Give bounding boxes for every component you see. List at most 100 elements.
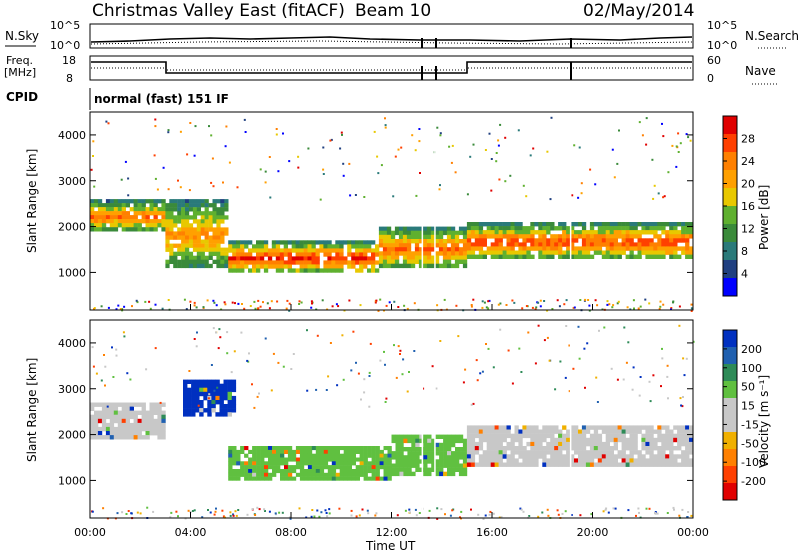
heatmap-cell [101, 219, 107, 224]
heatmap-speck [534, 362, 537, 365]
heatmap-cell [399, 471, 404, 477]
heatmap-cell [442, 243, 448, 248]
heatmap-cell [601, 441, 607, 447]
heatmap-cell [259, 248, 265, 253]
heatmap-cell [498, 441, 503, 447]
heatmap-speck [671, 144, 674, 147]
heatmap-cell [605, 454, 610, 459]
heatmap-cell [621, 226, 626, 231]
heatmap-cell [427, 451, 432, 456]
heatmap-cell [402, 243, 408, 248]
heatmap-speck [363, 391, 366, 394]
heatmap-cell [581, 250, 587, 255]
heatmap-cell [227, 379, 232, 384]
heatmap-speck [379, 359, 382, 362]
heatmap-cell [474, 242, 480, 247]
heatmap-cell [195, 383, 200, 389]
heatmap-cell [649, 222, 654, 227]
heatmap-cell [406, 263, 412, 269]
heatmap-cell [434, 263, 440, 269]
heatmap-cell [542, 246, 547, 251]
heatmap-cell [363, 260, 368, 265]
heatmap-cell [562, 238, 567, 243]
heatmap-cell [466, 238, 472, 243]
heatmap-cell [224, 263, 229, 269]
heatmap-cell [510, 250, 515, 255]
heatmap-cell [669, 222, 674, 227]
heatmap-cell [280, 476, 285, 481]
heatmap-cell [252, 446, 257, 451]
heatmap-speck [307, 147, 310, 150]
heatmap-cell [275, 268, 281, 273]
heatmap-speck [221, 509, 224, 512]
heatmap-cell [593, 234, 599, 239]
heatmap-cell [566, 446, 571, 451]
heatmap-cell [566, 441, 571, 447]
heatmap-speck [186, 153, 189, 156]
heatmap-cell [295, 244, 300, 249]
heatmap-cell [458, 247, 464, 252]
heatmap-cell [211, 383, 216, 389]
heatmap-cell [228, 449, 233, 454]
heatmap-cell [232, 240, 237, 245]
heatmap-cell [518, 446, 523, 451]
heatmap-cell [570, 238, 575, 243]
heatmap-cell [188, 215, 194, 220]
heatmap-cell [443, 451, 448, 456]
heatmap-cell [390, 263, 396, 269]
heatmap-cell [240, 469, 245, 474]
heatmap-cell [526, 234, 531, 239]
heatmap-cell [181, 255, 186, 260]
heatmap-cell [327, 248, 332, 253]
heatmap-speck [177, 179, 179, 182]
heatmap-speck [241, 303, 243, 305]
heatmap-cell [601, 230, 607, 235]
heatmap-cell [482, 450, 487, 455]
heatmap-cell [378, 255, 384, 260]
heatmap-cell [510, 234, 515, 239]
heatmap-cell [315, 472, 321, 477]
heatmap-cell [589, 234, 595, 239]
heatmap-cell [470, 425, 476, 430]
heatmap-speck [253, 406, 256, 409]
heatmap-speck [677, 151, 680, 153]
heatmap-cell [570, 425, 575, 430]
heatmap-cell [331, 476, 337, 481]
heatmap-cell [653, 230, 658, 235]
heatmap-cell [105, 215, 111, 220]
heatmap-speck [519, 507, 522, 510]
heatmap-cell [212, 199, 217, 204]
heatmap-cell [211, 404, 216, 409]
heatmap-cell [625, 425, 630, 430]
heatmap-cell [454, 230, 460, 236]
heatmap-cell [379, 465, 384, 470]
heatmap-speck [276, 300, 279, 303]
heatmap-cell [367, 453, 372, 458]
heatmap-cell [522, 425, 527, 430]
heatmap-cell [625, 230, 630, 235]
heatmap-cell [685, 242, 690, 247]
heatmap-cell [542, 425, 547, 430]
heatmap-speck [667, 397, 669, 400]
heatmap-cell [422, 239, 428, 244]
heatmap-cell [287, 476, 293, 481]
heatmap-speck [248, 352, 250, 355]
heatmap-speck [440, 508, 443, 511]
heatmap-cell [423, 438, 428, 444]
heatmap-cell [486, 458, 491, 463]
heatmap-cell [490, 446, 495, 451]
heatmap-cell [653, 429, 658, 434]
heatmap-cell [232, 472, 237, 477]
heatmap-cell [216, 199, 221, 204]
heatmap-cell [605, 222, 610, 227]
heatmap-cell [653, 454, 658, 459]
heatmap-cell [363, 472, 368, 477]
heatmap-cell [303, 248, 308, 253]
heatmap-cell [185, 199, 190, 204]
heatmap-cell [157, 414, 162, 420]
heatmap-cell [90, 431, 95, 436]
heatmap-cell [514, 230, 519, 235]
heatmap-cell [578, 254, 583, 259]
heatmap-cell [133, 203, 138, 208]
heatmap-cell [335, 449, 340, 454]
